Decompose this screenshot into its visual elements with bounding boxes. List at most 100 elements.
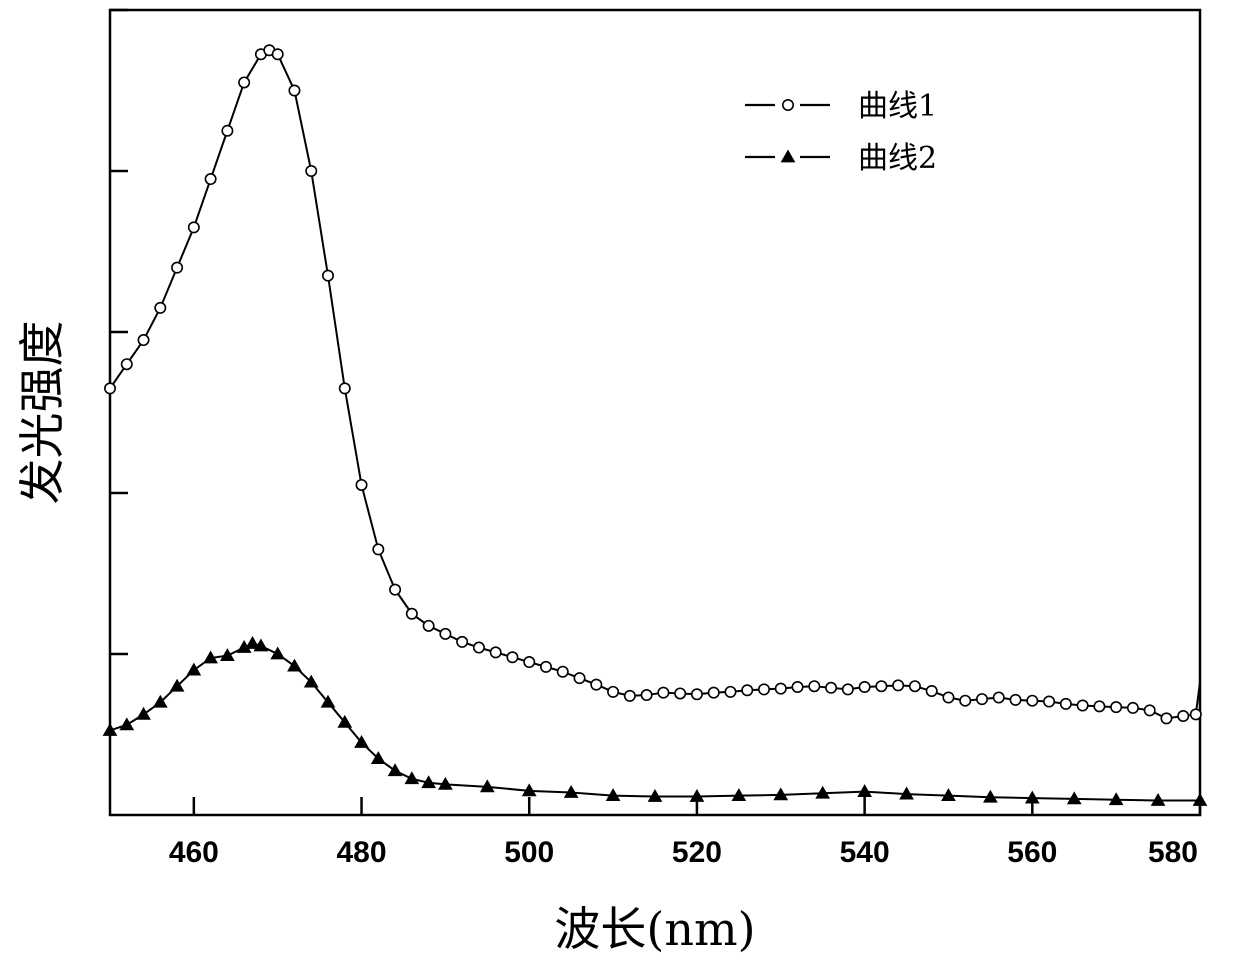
x-tick-label-5: 560 <box>1007 836 1057 869</box>
series-2-point-37 <box>1108 792 1124 806</box>
series-1-point-34 <box>657 686 670 699</box>
series-1-point-6 <box>204 173 217 186</box>
legend-item-2: 曲线2 <box>745 141 937 176</box>
series-2-point-24 <box>563 784 579 798</box>
series-1-point-54 <box>992 691 1005 704</box>
series-1-point-0 <box>104 382 117 395</box>
series-2-line <box>109 642 1200 802</box>
series-1-point-56 <box>1026 694 1039 707</box>
series-2-point-36 <box>1066 791 1082 805</box>
y-axis-title: 发光强度 <box>15 321 69 505</box>
series-1-point-27 <box>539 660 552 673</box>
series-1-point-12 <box>288 84 301 97</box>
series-1-point-2 <box>137 334 150 347</box>
series-2-point-31 <box>857 784 872 798</box>
series-1-point-43 <box>808 680 821 693</box>
series-1-point-31 <box>607 685 620 698</box>
x-tick-label-3: 520 <box>672 836 722 869</box>
series-2-point-12 <box>287 658 302 672</box>
series-2-point-19 <box>404 771 420 785</box>
series-1-point-64 <box>1160 712 1173 725</box>
series-1-point-28 <box>556 665 569 678</box>
series-2-point-33 <box>941 788 956 802</box>
series-1-point-58 <box>1059 697 1072 710</box>
series-1-point-63 <box>1143 704 1156 717</box>
series-1-point-32 <box>623 689 636 702</box>
series-2-point-13 <box>303 674 319 688</box>
series-2-point-22 <box>479 779 495 793</box>
plot-frame <box>108 8 1202 817</box>
series-1-point-38 <box>724 685 737 698</box>
series-1-point-18 <box>389 583 402 596</box>
series-1-point-8 <box>238 76 251 89</box>
series-1-point-61 <box>1110 701 1123 714</box>
series-2-point-30 <box>815 785 831 799</box>
series-1-point-47 <box>875 680 888 693</box>
x-axis-ticks: 460 480 500 520 540 560 580 <box>169 797 1202 869</box>
series-2-point-38 <box>1150 793 1166 806</box>
x-tick-label-6: 580 <box>1148 836 1198 869</box>
series-1-point-52 <box>959 694 972 707</box>
legend-label-1: 曲线1 <box>858 89 937 124</box>
series-1-point-16 <box>355 478 368 491</box>
series-2-point-23 <box>521 783 537 797</box>
series-1-point-35 <box>674 687 687 700</box>
x-tick-label-2: 500 <box>504 836 554 869</box>
x-tick-label-1: 480 <box>337 836 387 869</box>
series-1-point-3 <box>154 301 167 314</box>
series-1-point-14 <box>321 269 334 282</box>
series-2-point-3 <box>152 694 168 708</box>
series-1-point-65 <box>1177 709 1190 722</box>
legend-label-2: 曲线2 <box>858 141 937 176</box>
series-2-point-7 <box>220 648 235 661</box>
series-1-point-37 <box>707 686 720 699</box>
series-2-point-39 <box>1192 793 1208 806</box>
series-1-point-22 <box>456 635 469 648</box>
series-2-point-2 <box>136 706 151 720</box>
series-2-point-26 <box>647 788 663 802</box>
series-2-point-15 <box>337 714 353 728</box>
series-1-point-26 <box>523 656 536 669</box>
series-2-point-17 <box>370 751 386 765</box>
series-1-point-40 <box>757 683 770 696</box>
series-2-point-5 <box>186 662 202 676</box>
series-1-point-41 <box>774 682 787 695</box>
series-1-point-15 <box>338 382 351 395</box>
series-2-point-9 <box>245 636 260 649</box>
series-1-point-42 <box>791 681 804 694</box>
series-1-point-30 <box>590 678 603 691</box>
series-2-point-35 <box>1024 790 1040 804</box>
series-1-point-45 <box>841 683 854 696</box>
series-1-point-50 <box>925 685 938 698</box>
legend-marker-2 <box>780 149 796 163</box>
series-1-point-57 <box>1043 695 1056 708</box>
series-2-point-34 <box>983 789 998 803</box>
series-1-point-25 <box>506 651 519 664</box>
series-2-point-4 <box>169 678 185 692</box>
series-2-point-16 <box>354 735 369 748</box>
series-2-point-32 <box>899 786 914 800</box>
series-2-point-10 <box>253 638 269 652</box>
series-2-point-0 <box>102 722 118 736</box>
legend-marker-1 <box>781 99 794 112</box>
series-1-point-60 <box>1093 700 1106 713</box>
series-2-point-28 <box>731 788 747 802</box>
y-axis-ticks <box>110 8 128 656</box>
series-1-point-19 <box>405 607 418 620</box>
series-2-point-25 <box>605 788 621 802</box>
series-2-point-14 <box>320 694 336 708</box>
series-1-point-21 <box>439 627 452 640</box>
series-1-point-23 <box>472 641 485 654</box>
series-1-point-1 <box>120 358 133 371</box>
series-1-point-20 <box>422 619 435 632</box>
series-2-point-27 <box>689 788 705 802</box>
series-2-point-21 <box>438 776 453 790</box>
series-1-point-4 <box>171 261 184 274</box>
series-2-point-11 <box>270 646 286 660</box>
series-1-point-51 <box>942 691 955 704</box>
series-1-point-49 <box>908 680 921 693</box>
series-1-point-29 <box>573 672 586 685</box>
x-tick-label-4: 540 <box>840 836 890 869</box>
x-tick-label-0: 460 <box>169 836 219 869</box>
